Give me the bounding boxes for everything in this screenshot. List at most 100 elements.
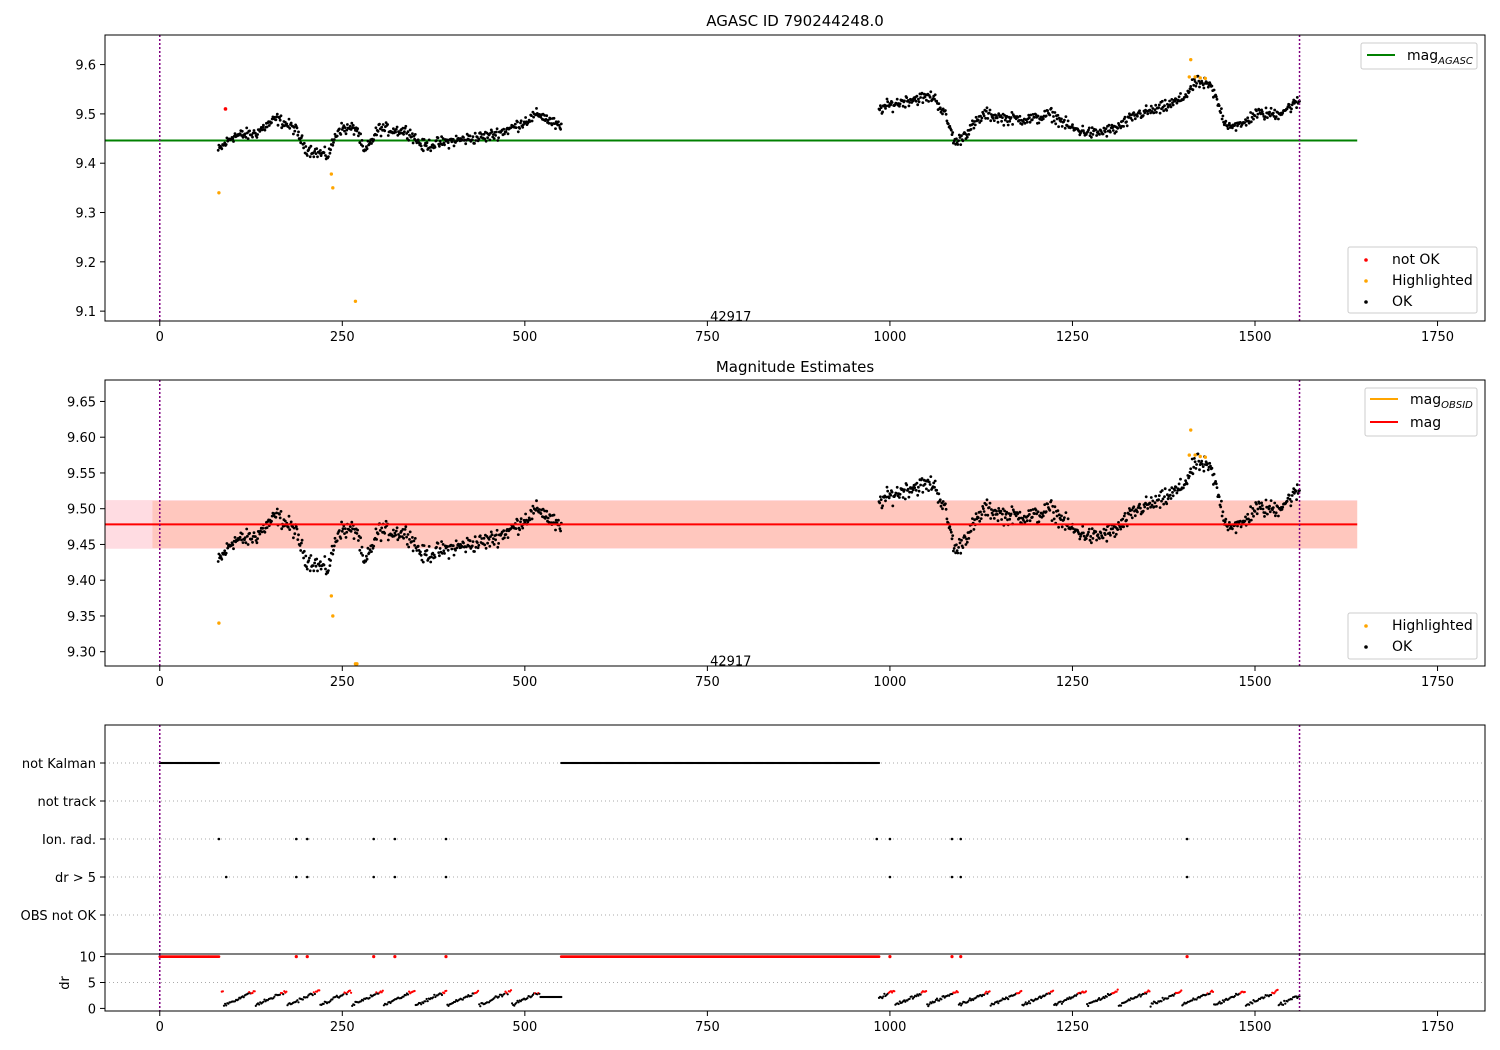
- ok-point: [929, 475, 933, 478]
- ok-point: [1271, 506, 1275, 509]
- ok-point: [446, 548, 450, 552]
- ok-point: [1154, 494, 1158, 498]
- ok-point: [454, 539, 458, 543]
- ok-point: [1249, 120, 1253, 124]
- ok-point: [990, 113, 993, 116]
- ok-point: [960, 134, 963, 138]
- ion-rad-point: [444, 837, 448, 841]
- highlighted-point: [1187, 453, 1191, 457]
- ok-point: [1125, 124, 1129, 128]
- ok-point: [1166, 497, 1170, 501]
- dr-gt-5-point: [295, 875, 298, 879]
- ok-point: [1168, 493, 1172, 497]
- ok-point: [1173, 99, 1177, 103]
- ok-point: [482, 132, 486, 136]
- dr-point: [883, 992, 886, 995]
- highlighted-point: [1198, 454, 1202, 459]
- ok-point: [488, 544, 492, 548]
- ok-point: [938, 106, 942, 110]
- ok-point: [484, 546, 488, 550]
- ok-point: [1034, 508, 1038, 512]
- ok-point: [352, 133, 356, 136]
- ok-point: [1087, 527, 1091, 531]
- ok-point: [1018, 114, 1022, 118]
- ok-point: [1043, 109, 1047, 113]
- ok-point: [468, 539, 472, 543]
- ok-point: [438, 144, 441, 148]
- ok-point: [327, 569, 330, 572]
- ok-point: [343, 527, 347, 530]
- dr-point: [1119, 1004, 1123, 1007]
- ok-point: [1157, 106, 1160, 110]
- ok-point: [1044, 510, 1048, 513]
- ok-point: [275, 507, 279, 511]
- ok-point: [361, 144, 365, 148]
- dr-point: [1284, 1002, 1287, 1005]
- ok-point: [905, 483, 909, 487]
- ok-point: [318, 564, 322, 568]
- ok-point: [394, 127, 398, 131]
- ok-point: [530, 114, 533, 117]
- dr-point: [1103, 996, 1106, 1000]
- ok-point: [246, 534, 249, 538]
- ok-point: [1121, 517, 1125, 521]
- dr-point: [560, 995, 563, 999]
- legend-mag-agasc-label: mag: [1407, 48, 1438, 64]
- ok-point: [1236, 124, 1239, 128]
- ok-point: [919, 483, 922, 487]
- ok-point: [984, 116, 987, 120]
- ok-point: [976, 516, 980, 520]
- ok-point: [331, 552, 335, 556]
- ok-point: [473, 131, 477, 135]
- ok-point: [1206, 81, 1209, 85]
- ok-point: [1091, 537, 1095, 540]
- dr-point: [908, 997, 911, 1001]
- ok-point: [465, 536, 469, 540]
- ok-point: [917, 489, 921, 493]
- ok-point: [425, 549, 429, 552]
- ok-point: [554, 528, 557, 532]
- dr-capped-point: [959, 954, 963, 959]
- ok-point: [374, 527, 378, 531]
- ok-point: [368, 548, 372, 552]
- ok-point: [406, 130, 410, 134]
- ok-point: [1102, 527, 1106, 531]
- ok-point: [523, 521, 527, 524]
- ok-point: [356, 528, 359, 532]
- dr-point: [1248, 1003, 1251, 1006]
- ok-point: [933, 93, 937, 97]
- ok-point: [442, 549, 446, 553]
- ok-point: [964, 543, 968, 546]
- agasc-panel: AGASC ID 790244248.0 0 250 500 750 1000 1250 1…: [75, 12, 1486, 345]
- ok-point: [397, 533, 400, 536]
- ok-point: [1226, 127, 1230, 130]
- ok-point: [1160, 489, 1164, 492]
- x-tick-label: 1000: [873, 330, 906, 345]
- legend-highlighted-label: Highlighted: [1392, 273, 1473, 289]
- ok-point: [1263, 115, 1267, 119]
- ok-point: [374, 126, 378, 130]
- ok-point: [495, 528, 499, 532]
- dr-point: [515, 1001, 518, 1004]
- dr-point: [273, 995, 276, 998]
- ok-point: [441, 543, 445, 546]
- ok-point: [483, 543, 487, 547]
- ok-point: [991, 116, 995, 120]
- ok-point: [535, 506, 539, 510]
- ok-point: [928, 483, 932, 486]
- dr-point: [925, 990, 928, 993]
- ok-point: [416, 138, 420, 142]
- ok-point: [402, 536, 405, 540]
- dr-gt-5-point: [305, 875, 309, 879]
- ok-point: [340, 520, 343, 524]
- ok-point: [1113, 535, 1117, 538]
- ok-point: [408, 128, 412, 132]
- ok-point: [1099, 531, 1103, 535]
- ok-point: [957, 537, 961, 541]
- ok-point: [359, 132, 362, 136]
- ok-point: [274, 118, 278, 122]
- ok-point: [1153, 108, 1157, 112]
- ok-point: [251, 540, 254, 544]
- ok-point: [356, 127, 359, 131]
- ok-point: [903, 497, 907, 501]
